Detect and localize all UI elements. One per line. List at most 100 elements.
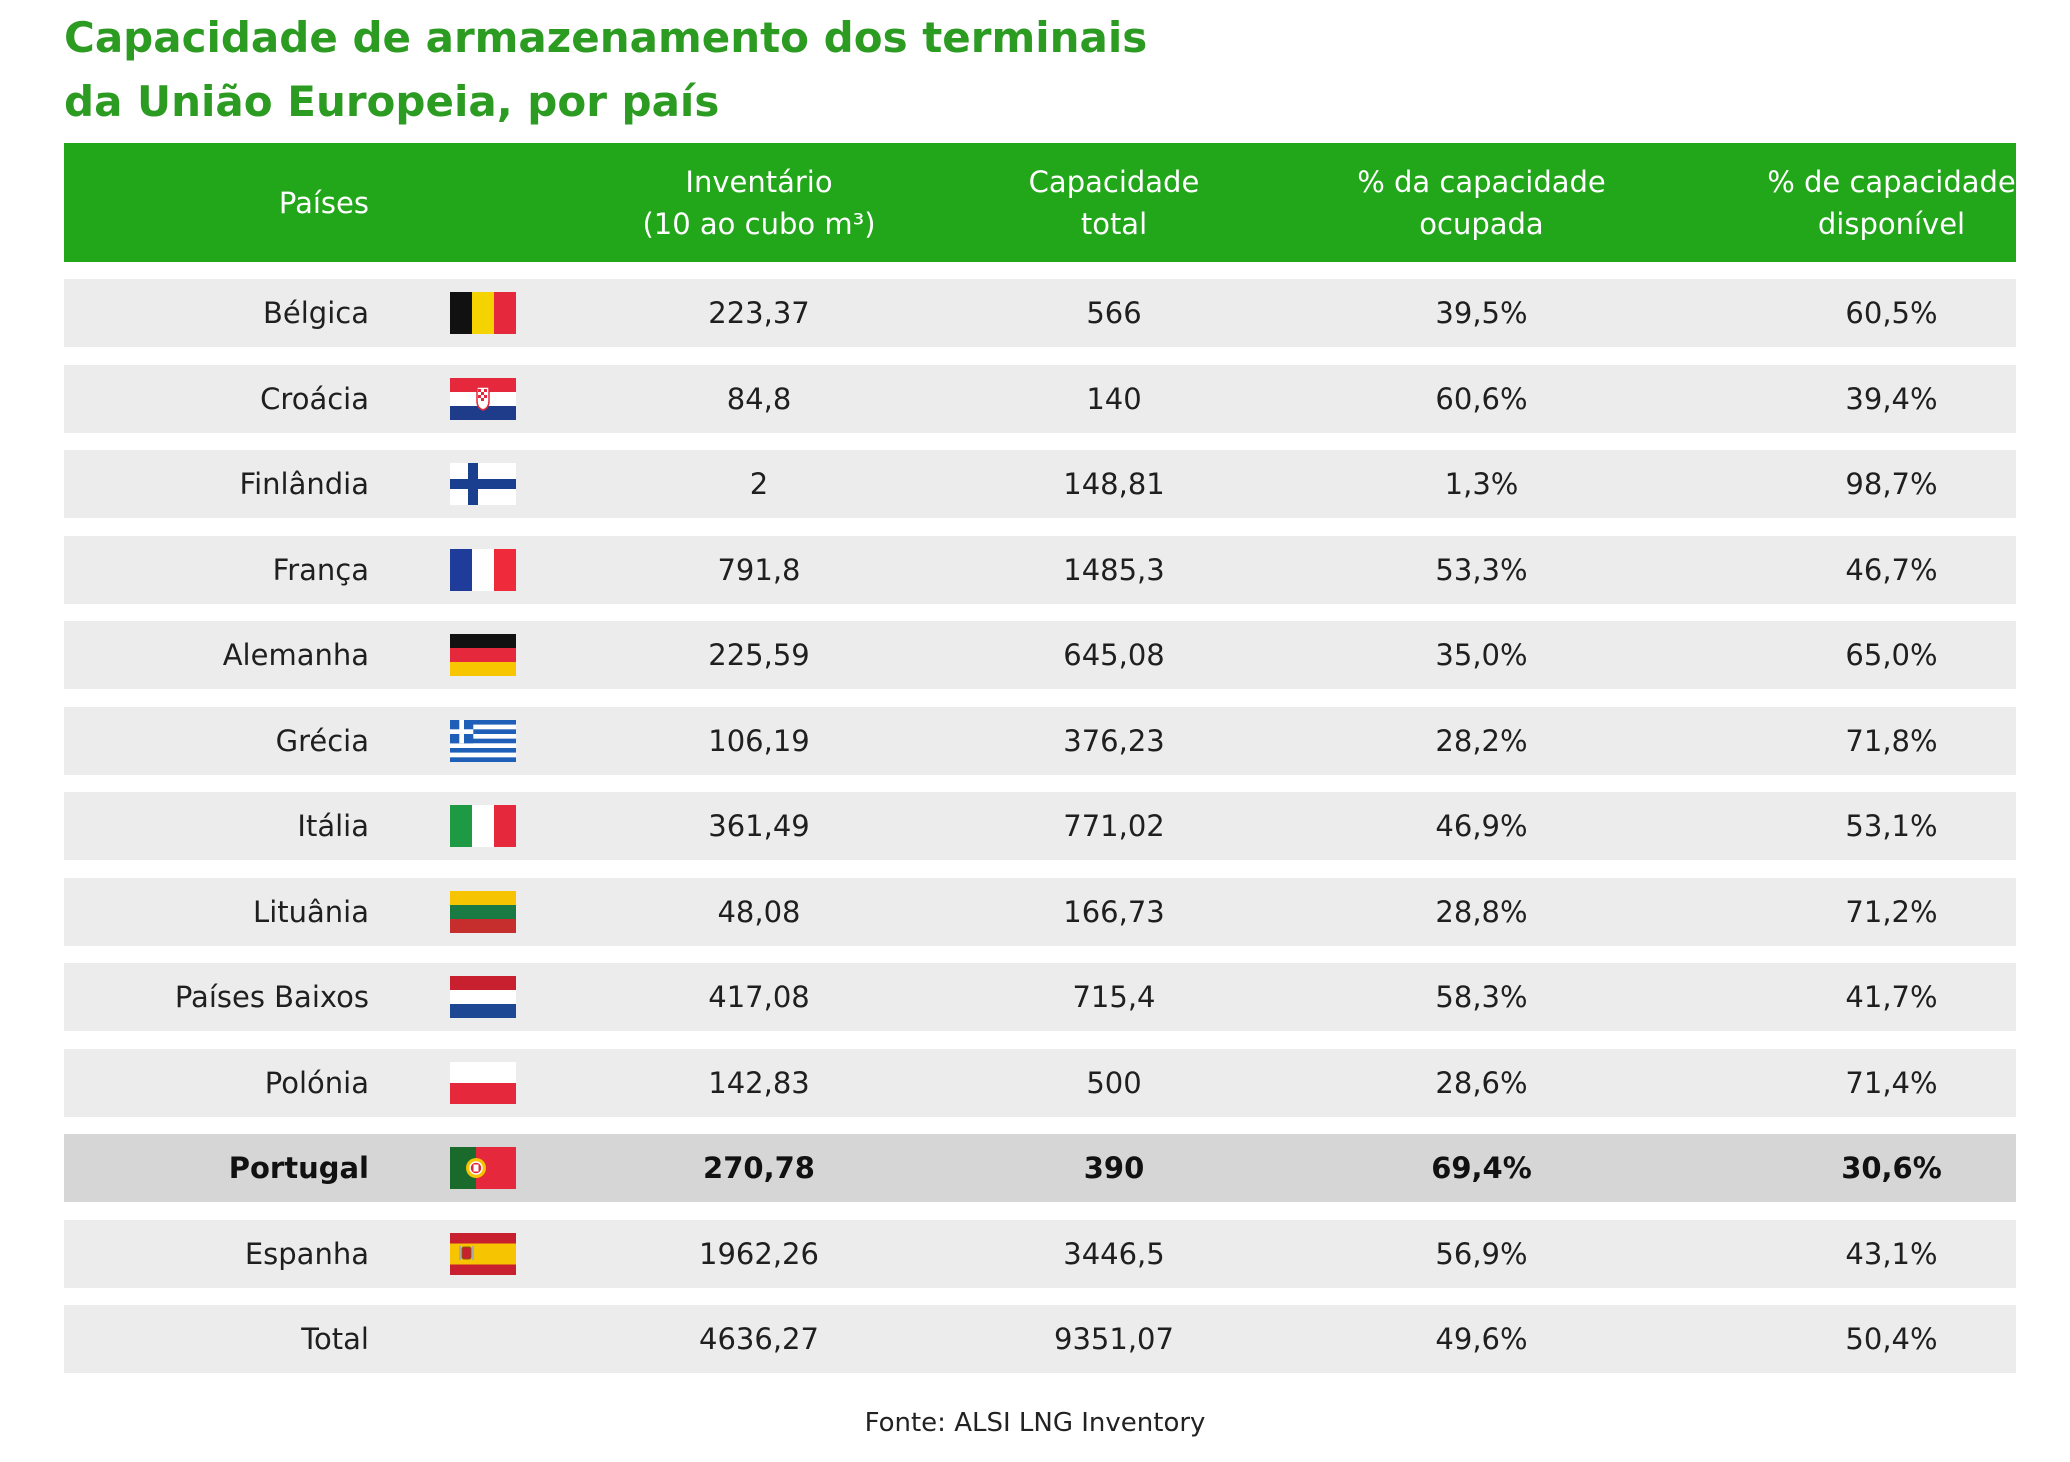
table-row: Países Baixos 417,08 715,4 58,3% 41,7% — [64, 963, 2016, 1031]
portugal-flag-icon — [450, 1147, 516, 1189]
greece-flag-icon — [450, 719, 516, 762]
available-percent-value: 30,6% — [1841, 1151, 1942, 1185]
inventory-value: 223,37 — [708, 296, 810, 330]
header-total-capacity: Capacidade total — [954, 143, 1274, 262]
occupied-percent-value: 46,9% — [1435, 809, 1528, 843]
inventory-value: 2 — [749, 467, 769, 501]
netherlands-flag-icon — [450, 976, 516, 1018]
france-flag-icon — [450, 548, 516, 591]
country-name: Alemanha — [222, 638, 369, 672]
occupied-percent-value: 28,8% — [1435, 894, 1528, 929]
inventory-value: 1962,26 — [699, 1236, 819, 1271]
inventory-value: 361,49 — [708, 809, 810, 843]
table-row: Alemanha 225,59 645,08 35,0% 65,0% — [64, 621, 2016, 689]
occupied-percent-value: 60,6% — [1435, 381, 1528, 416]
table-row: Grécia 106,19 376,23 28,2% 71,8% — [64, 706, 2016, 775]
occupied-percent-value: 53,3% — [1435, 552, 1528, 587]
inventory-value: 48,08 — [717, 894, 801, 929]
total-capacity-value: 645,08 — [1063, 638, 1165, 672]
flag-cell — [450, 621, 516, 689]
lithuania-flag-icon — [450, 890, 516, 933]
chart-title-line-1: Capacidade de armazenamento dos terminai… — [64, 13, 1148, 62]
flag-cell — [450, 1049, 516, 1117]
occupied-percent-value: 1,3% — [1444, 467, 1519, 501]
available-percent-value: 71,2% — [1845, 894, 1938, 929]
table-row: Lituânia 48,08 166,73 28,8% 71,2% — [64, 877, 2016, 946]
flag-cell — [450, 792, 516, 860]
occupied-percent-value: 49,6% — [1435, 1322, 1528, 1356]
table-row: Croácia 84,8 140 60,6% 39,4% — [64, 364, 2016, 433]
occupied-percent-value: 28,2% — [1435, 723, 1528, 758]
available-percent-value: 71,4% — [1845, 1065, 1938, 1100]
available-percent-value: 60,5% — [1845, 296, 1938, 330]
country-name: Países Baixos — [174, 980, 369, 1014]
flag-cell — [450, 878, 516, 946]
country-name: França — [272, 552, 369, 587]
table-row: Bélgica 223,37 566 39,5% 60,5% — [64, 279, 2016, 347]
italy-flag-icon — [450, 805, 516, 847]
country-name: Total — [301, 1322, 369, 1356]
inventory-value: 270,78 — [703, 1151, 815, 1185]
country-name: Lituânia — [253, 894, 369, 929]
flag-cell — [450, 536, 516, 604]
available-percent-value: 41,7% — [1845, 980, 1938, 1014]
total-capacity-value: 1485,3 — [1063, 552, 1165, 587]
total-capacity-value: 140 — [1086, 381, 1142, 416]
available-percent-value: 39,4% — [1845, 381, 1938, 416]
header-occupied-capacity-label: % da capacidade ocupada — [1357, 164, 1606, 241]
total-capacity-value: 566 — [1086, 296, 1142, 330]
inventory-value: 142,83 — [708, 1065, 810, 1100]
header-countries-label: Países — [278, 185, 369, 220]
total-capacity-value: 771,02 — [1063, 809, 1165, 843]
source-note: Fonte: ALSI LNG Inventory — [864, 1408, 1206, 1438]
occupied-percent-value: 35,0% — [1435, 638, 1528, 672]
table-row: Portugal 270,78 390 69,4% 30,6% — [64, 1134, 2016, 1202]
inventory-value: 84,8 — [726, 381, 792, 416]
available-percent-value: 71,8% — [1845, 723, 1938, 758]
flag-cell — [450, 1220, 516, 1288]
country-name: Polónia — [264, 1065, 369, 1100]
inventory-value: 106,19 — [708, 723, 810, 758]
croatia-flag-icon — [450, 377, 516, 420]
total-capacity-value: 376,23 — [1063, 723, 1165, 758]
inventory-value: 4636,27 — [699, 1322, 819, 1356]
flag-cell — [450, 963, 516, 1031]
country-name: Croácia — [260, 381, 369, 416]
spain-flag-icon — [450, 1232, 516, 1275]
total-capacity-value: 3446,5 — [1063, 1236, 1165, 1271]
total-capacity-value: 390 — [1083, 1151, 1145, 1185]
header-occupied-capacity: % da capacidade ocupada — [1274, 143, 1689, 262]
occupied-percent-value: 69,4% — [1431, 1151, 1532, 1185]
total-capacity-value: 148,81 — [1063, 467, 1165, 501]
table-total-row: Total 4636,27 9351,07 49,6% 50,4% — [64, 1305, 2016, 1373]
header-total-capacity-label: Capacidade total — [1028, 164, 1200, 241]
total-capacity-value: 500 — [1086, 1065, 1142, 1100]
country-name: Itália — [297, 809, 369, 843]
total-capacity-value: 9351,07 — [1054, 1322, 1174, 1356]
country-name: Espanha — [244, 1236, 369, 1271]
germany-flag-icon — [450, 634, 516, 676]
country-name: Grécia — [275, 723, 369, 758]
table-row: França 791,8 1485,3 53,3% 46,7% — [64, 535, 2016, 604]
table-row: Finlândia 2 148,81 1,3% 98,7% — [64, 450, 2016, 518]
flag-cell — [450, 707, 516, 775]
total-capacity-value: 166,73 — [1063, 894, 1165, 929]
header-inventory-label: Inventário (10 ao cubo m³) — [642, 164, 876, 241]
chart-title-line-2: da União Europeia, por país — [64, 77, 720, 126]
flag-cell — [450, 1305, 516, 1373]
available-percent-value: 65,0% — [1845, 638, 1938, 672]
occupied-percent-value: 58,3% — [1435, 980, 1528, 1014]
header-inventory: Inventário (10 ao cubo m³) — [564, 143, 954, 262]
flag-cell — [450, 365, 516, 433]
country-name: Portugal — [228, 1151, 369, 1185]
inventory-value: 225,59 — [708, 638, 810, 672]
header-available-capacity: % de capacidade disponível — [1689, 143, 2070, 262]
available-percent-value: 98,7% — [1845, 467, 1938, 501]
flag-cell — [450, 279, 516, 347]
poland-flag-icon — [450, 1061, 516, 1104]
header-available-capacity-label: % de capacidade disponível — [1767, 164, 2016, 241]
chart-title: Capacidade de armazenamento dos terminai… — [64, 6, 1464, 134]
header-countries: Países — [64, 143, 369, 262]
belgium-flag-icon — [450, 292, 516, 334]
country-name: Bélgica — [263, 296, 369, 330]
